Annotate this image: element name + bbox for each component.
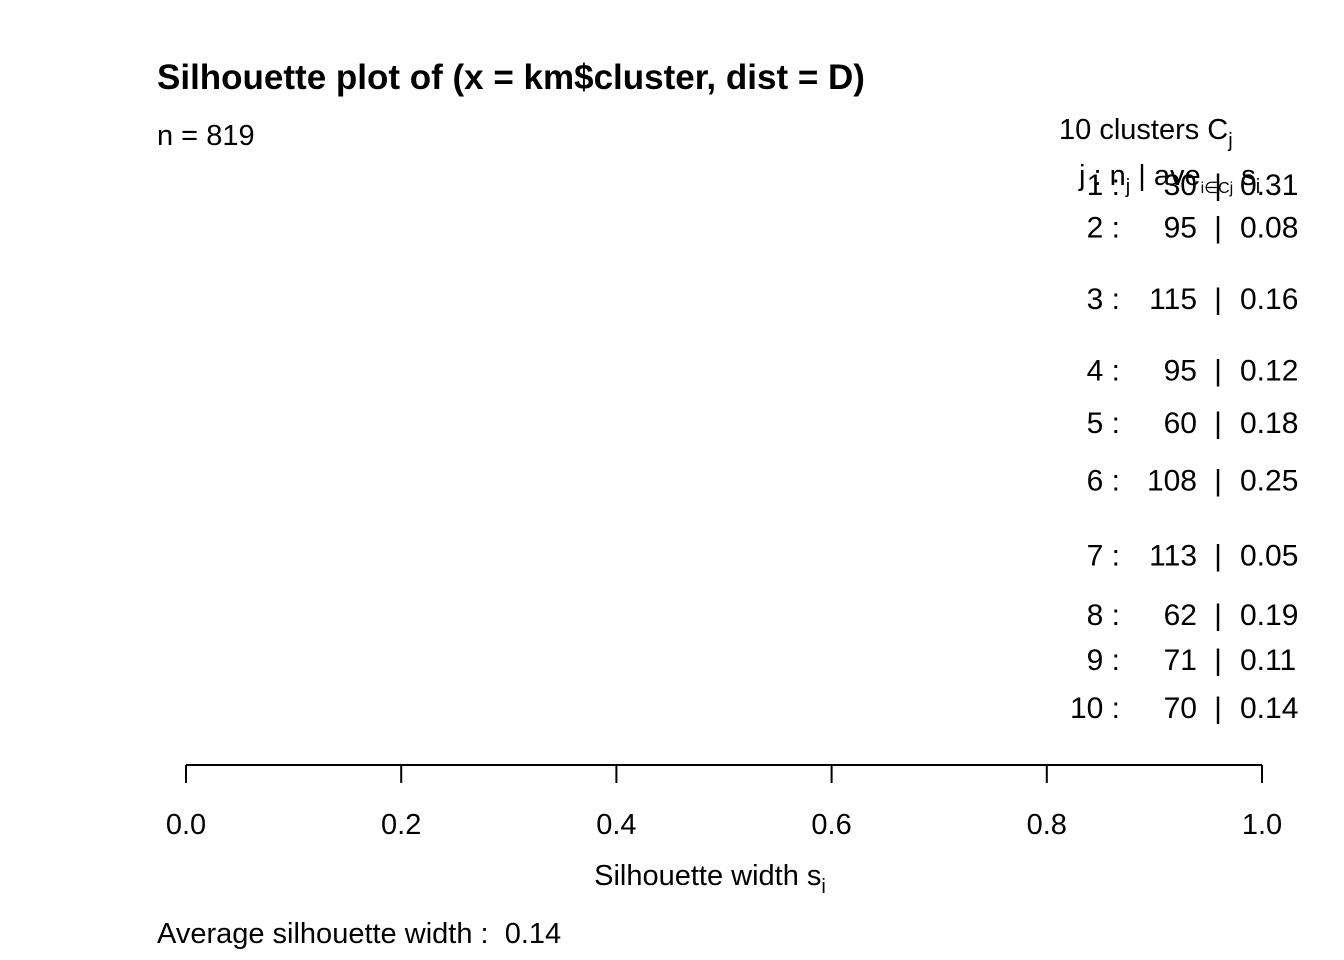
cluster-row: 7 : 113 | 0.05 [1087, 540, 1299, 573]
x-axis: 0.0 0.2 0.4 0.6 0.8 1.0 [166, 764, 1282, 841]
cluster-row-ave: 0.08 [1240, 212, 1298, 245]
average-silhouette-label: Average silhouette width : 0.14 [157, 918, 561, 951]
cluster-row-separator: | [1214, 540, 1222, 573]
cluster-row-n: 60 [1164, 407, 1197, 440]
sample-size-prefix: n = [157, 120, 199, 152]
cluster-row-n: 70 [1164, 692, 1197, 725]
cluster-row-ave: 0.11 [1240, 644, 1296, 677]
cluster-row-ave: 0.14 [1240, 692, 1298, 725]
cluster-row-ave: 0.18 [1240, 407, 1298, 440]
cluster-row: 8 : 62 | 0.19 [1087, 599, 1299, 632]
cluster-row-separator: | [1214, 283, 1222, 316]
cluster-row-separator: | [1214, 169, 1222, 202]
cluster-row-n: 71 [1164, 644, 1197, 677]
column-header-ave-sub: i∈Cj [1201, 180, 1234, 197]
column-header-n-sub: j [1125, 176, 1130, 198]
cluster-row-j: 9 : [1087, 644, 1120, 677]
cluster-row-n: 95 [1164, 355, 1197, 388]
cluster-row-ave: 0.25 [1240, 464, 1298, 497]
x-tick-label: 0.0 [166, 809, 206, 841]
cluster-row-n: 95 [1164, 212, 1197, 245]
cluster-row: 5 : 60 | 0.18 [1087, 407, 1299, 440]
cluster-row: 9 : 71 | 0.11 [1087, 644, 1297, 677]
cluster-row-ave: 0.05 [1240, 540, 1298, 573]
cluster-row-n: 108 [1147, 464, 1197, 497]
x-ticks: 0.0 0.2 0.4 0.6 0.8 1.0 [166, 765, 1282, 841]
column-header-ave: | ave [1130, 160, 1200, 192]
cluster-row-separator: | [1214, 464, 1222, 497]
column-header-label: j : nj | avei∈Cj si [1078, 160, 1260, 198]
cluster-row: 10 : 70 | 0.14 [1070, 692, 1298, 725]
cluster-row-ave: 0.12 [1240, 355, 1298, 388]
cluster-row-j: 4 : [1087, 355, 1120, 388]
average-silhouette-value: 0.14 [504, 918, 562, 950]
x-axis-label-sub: i [821, 876, 825, 898]
x-tick-label: 0.6 [811, 809, 851, 841]
column-header-j-n: j : n [1078, 160, 1126, 192]
column-header-s-sub: i [1256, 176, 1260, 198]
cluster-row-separator: | [1214, 212, 1222, 245]
cluster-count-sub: j [1227, 130, 1232, 152]
x-tick-label: 0.4 [596, 809, 636, 841]
x-axis-label-text: Silhouette width s [594, 860, 821, 892]
legend-header: 10 clusters Cj j : nj | avei∈Cj si [1059, 114, 1260, 198]
cluster-row-j: 8 : [1087, 599, 1120, 632]
cluster-row-j: 10 : [1070, 692, 1120, 725]
cluster-row-n: 113 [1149, 540, 1197, 573]
cluster-row-j: 6 : [1087, 464, 1120, 497]
cluster-row-ave: 0.31 [1240, 169, 1298, 202]
x-tick-label: 0.2 [381, 809, 421, 841]
chart-title: Silhouette plot of (x = km$cluster, dist… [157, 58, 865, 97]
cluster-row: 2 : 95 | 0.08 [1087, 212, 1299, 245]
column-header-s: s [1233, 160, 1256, 192]
cluster-row-j: 7 : [1087, 540, 1120, 573]
cluster-row-separator: | [1214, 407, 1222, 440]
x-tick-label: 0.8 [1027, 809, 1067, 841]
cluster-row-j: 3 : [1087, 283, 1120, 316]
cluster-row: 6 : 108 | 0.25 [1087, 464, 1299, 497]
cluster-row: 3 : 115 | 0.16 [1087, 283, 1299, 316]
sample-size-label: n = 819 [157, 120, 255, 153]
cluster-count-label: 10 clusters Cj [1059, 114, 1233, 152]
cluster-row-n: 115 [1149, 283, 1197, 316]
average-silhouette-text: Average silhouette width : [157, 918, 489, 950]
cluster-row-separator: | [1214, 355, 1222, 388]
cluster-count-text: 10 clusters C [1059, 114, 1228, 146]
cluster-row-j: 2 : [1087, 212, 1120, 245]
cluster-rows: 1 : 30 | 0.31 2 : 95 | 0.08 3 : 115 | 0.16 4 : 95 | 0.1… [1070, 169, 1298, 725]
cluster-row-n: 30 [1164, 169, 1197, 202]
cluster-row-j: 1 : [1087, 169, 1120, 202]
cluster-row: 1 : 30 | 0.31 [1087, 169, 1299, 202]
cluster-row-separator: | [1214, 599, 1222, 632]
x-axis-label: Silhouette width si [594, 860, 826, 898]
x-tick-label: 1.0 [1242, 809, 1282, 841]
cluster-row-ave: 0.16 [1240, 283, 1298, 316]
cluster-row-n: 62 [1164, 599, 1197, 632]
cluster-row-j: 5 : [1087, 407, 1120, 440]
cluster-row: 4 : 95 | 0.12 [1087, 355, 1299, 388]
cluster-row-ave: 0.19 [1240, 599, 1298, 632]
sample-size-value: 819 [206, 120, 255, 152]
cluster-row-separator: | [1214, 692, 1222, 725]
cluster-row-separator: | [1214, 644, 1222, 677]
